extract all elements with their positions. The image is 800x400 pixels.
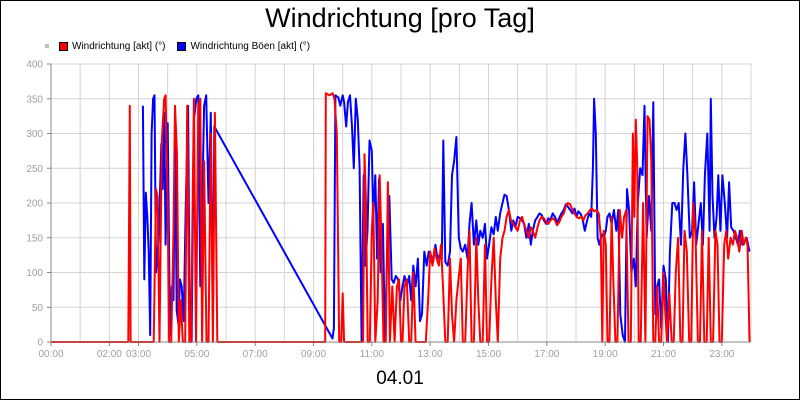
x-tick-label: 15:00	[476, 349, 501, 360]
x-tick-label: 00:00	[38, 349, 63, 360]
x-tick-label: 07:00	[243, 349, 268, 360]
y-tick-label: 50	[32, 303, 44, 314]
y-tick-label: 0	[37, 338, 43, 349]
x-tick-label: 17:00	[534, 349, 559, 360]
y-tick-label: 150	[26, 233, 43, 244]
legend-swatch-blue	[177, 41, 187, 51]
legend-label-windrichtung: Windrichtung [akt] (°)	[72, 40, 166, 52]
legend-toggle-dot[interactable]	[45, 44, 49, 48]
x-tick-label: 03:00	[126, 349, 151, 360]
legend-item-windrichtung[interactable]: Windrichtung [akt] (°)	[59, 41, 165, 52]
y-tick-label: 350	[26, 94, 43, 105]
x-axis-date-label: 04.01	[376, 368, 424, 389]
y-tick-label: 250	[26, 164, 43, 175]
x-tick-label: 02:00	[97, 349, 122, 360]
legend: Windrichtung [akt] (°) Windrichtung Böen…	[45, 39, 322, 53]
y-tick-label: 400	[26, 60, 43, 71]
x-tick-label: 19:00	[593, 349, 618, 360]
series-line-windrichtung-boeen	[141, 94, 751, 343]
x-tick-label: 21:00	[651, 349, 676, 360]
y-tick-label: 300	[26, 129, 43, 140]
y-tick-label: 100	[26, 268, 43, 279]
x-tick-label: 23:00	[709, 349, 734, 360]
legend-label-windrichtung-boeen: Windrichtung Böen [akt] (°)	[190, 40, 311, 52]
y-tick-label: 200	[26, 199, 43, 210]
legend-swatch-red	[59, 41, 68, 51]
legend-item-windrichtung-boeen[interactable]: Windrichtung Böen [akt] (°)	[177, 41, 310, 52]
x-tick-label: 13:00	[418, 349, 443, 360]
x-tick-label: 05:00	[184, 349, 209, 360]
chart-title: Windrichtung [pro Tag]	[265, 3, 535, 33]
x-tick-label: 09:00	[301, 349, 326, 360]
x-tick-label: 11:00	[360, 349, 385, 360]
